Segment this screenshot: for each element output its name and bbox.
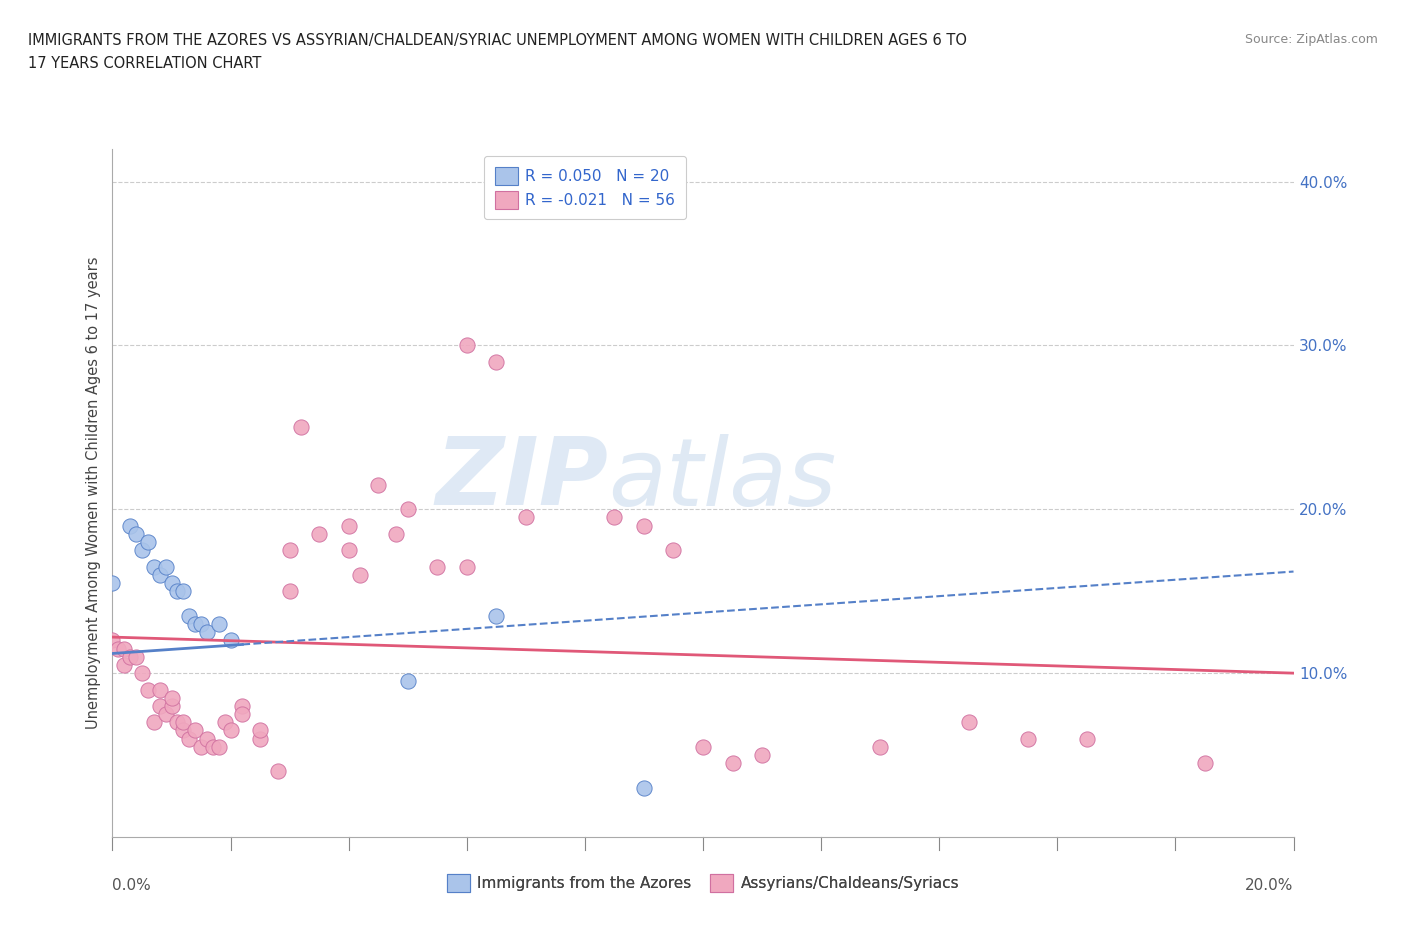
Point xyxy=(160,690,183,705)
Point xyxy=(721,756,744,771)
Point xyxy=(184,723,207,737)
Point xyxy=(267,764,290,779)
Point xyxy=(633,518,655,533)
Point xyxy=(179,608,201,623)
Point xyxy=(485,354,508,369)
Point xyxy=(219,723,242,737)
Point xyxy=(367,477,389,492)
Point xyxy=(112,641,135,656)
Point xyxy=(337,543,360,558)
Text: 17 YEARS CORRELATION CHART: 17 YEARS CORRELATION CHART xyxy=(28,56,262,71)
Point xyxy=(249,731,271,746)
Point xyxy=(125,649,148,664)
Point xyxy=(485,608,508,623)
Point xyxy=(751,748,773,763)
Point xyxy=(337,518,360,533)
Point xyxy=(125,526,148,541)
Point xyxy=(184,617,207,631)
Point xyxy=(290,420,312,435)
Point xyxy=(231,707,253,722)
Point xyxy=(136,535,159,550)
Point xyxy=(208,617,231,631)
Point xyxy=(662,543,685,558)
Point xyxy=(515,510,537,525)
Legend: Immigrants from the Azores, Assyrians/Chaldeans/Syriacs: Immigrants from the Azores, Assyrians/Ch… xyxy=(440,869,966,898)
Point xyxy=(155,559,177,574)
Point xyxy=(142,715,165,730)
Point xyxy=(1017,731,1039,746)
Point xyxy=(385,526,408,541)
Point xyxy=(195,625,218,640)
Point xyxy=(190,617,212,631)
Point xyxy=(149,682,172,697)
Point xyxy=(219,633,242,648)
Point xyxy=(131,666,153,681)
Text: 0.0%: 0.0% xyxy=(112,878,152,893)
Point xyxy=(172,584,194,599)
Point xyxy=(1194,756,1216,771)
Point xyxy=(396,674,419,689)
Point xyxy=(155,707,177,722)
Point xyxy=(633,780,655,795)
Point xyxy=(308,526,330,541)
Point xyxy=(692,739,714,754)
Point xyxy=(160,698,183,713)
Point xyxy=(957,715,980,730)
Point xyxy=(136,682,159,697)
Point xyxy=(349,567,371,582)
Point xyxy=(172,723,194,737)
Point xyxy=(869,739,891,754)
Point xyxy=(149,698,172,713)
Point xyxy=(214,715,236,730)
Point xyxy=(208,739,231,754)
Point xyxy=(120,518,142,533)
Point xyxy=(249,723,271,737)
Point xyxy=(107,641,129,656)
Text: IMMIGRANTS FROM THE AZORES VS ASSYRIAN/CHALDEAN/SYRIAC UNEMPLOYMENT AMONG WOMEN : IMMIGRANTS FROM THE AZORES VS ASSYRIAN/C… xyxy=(28,33,967,47)
Text: 20.0%: 20.0% xyxy=(1246,878,1294,893)
Y-axis label: Unemployment Among Women with Children Ages 6 to 17 years: Unemployment Among Women with Children A… xyxy=(86,257,101,729)
Point xyxy=(166,715,188,730)
Point xyxy=(160,576,183,591)
Point xyxy=(166,584,188,599)
Point xyxy=(456,559,478,574)
Point xyxy=(142,559,165,574)
Point xyxy=(131,543,153,558)
Point xyxy=(603,510,626,525)
Point xyxy=(101,633,124,648)
Point xyxy=(201,739,224,754)
Text: atlas: atlas xyxy=(609,433,837,525)
Point xyxy=(278,584,301,599)
Point xyxy=(120,649,142,664)
Point xyxy=(112,658,135,672)
Point xyxy=(231,698,253,713)
Point xyxy=(426,559,449,574)
Point xyxy=(1076,731,1098,746)
Point xyxy=(190,739,212,754)
Point xyxy=(179,731,201,746)
Point xyxy=(278,543,301,558)
Text: ZIP: ZIP xyxy=(436,433,609,525)
Point xyxy=(149,567,172,582)
Point xyxy=(456,338,478,352)
Point xyxy=(101,576,124,591)
Point xyxy=(396,502,419,517)
Text: Source: ZipAtlas.com: Source: ZipAtlas.com xyxy=(1244,33,1378,46)
Point xyxy=(195,731,218,746)
Point xyxy=(172,715,194,730)
